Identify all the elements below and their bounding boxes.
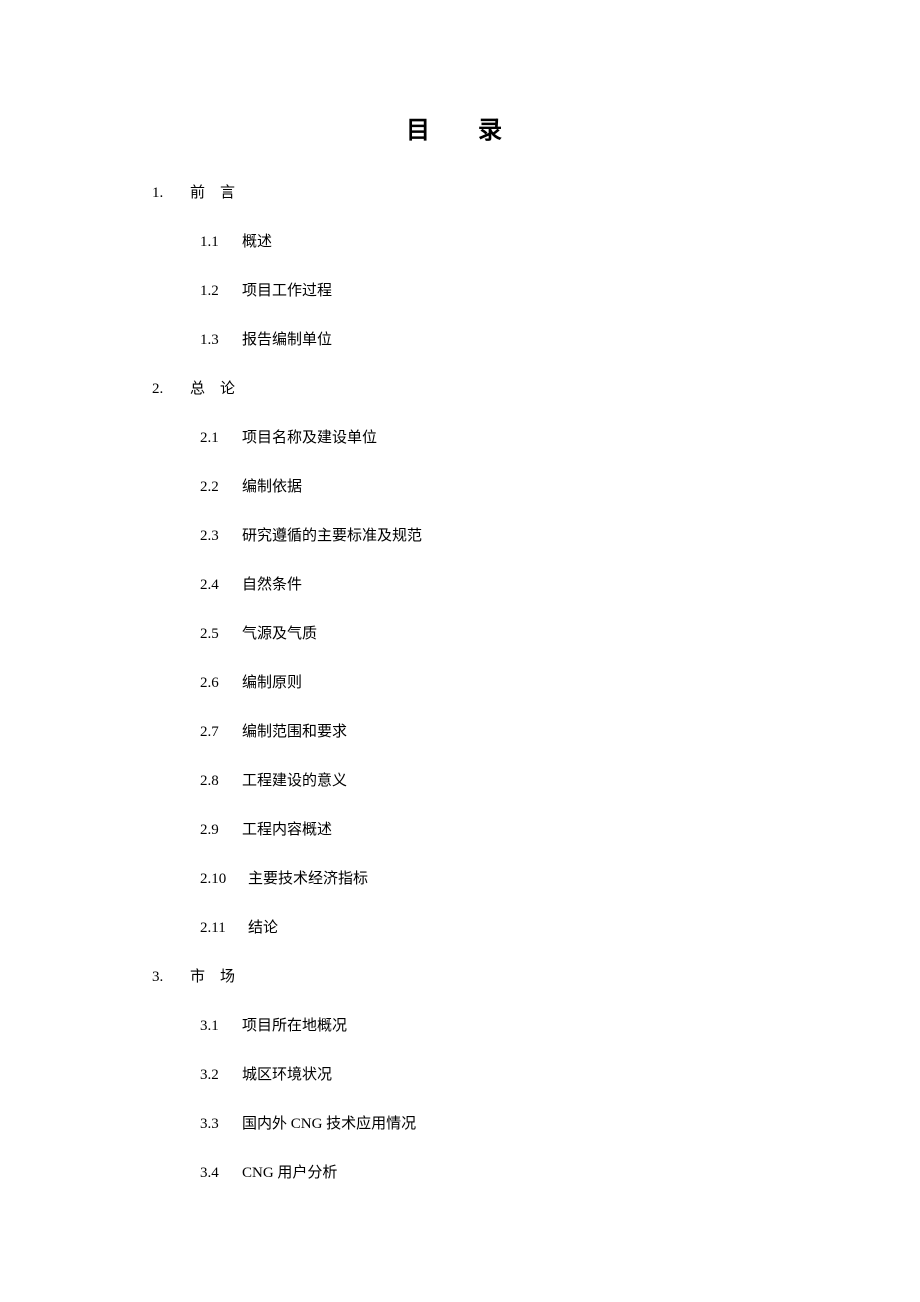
item-label: 编制原则 xyxy=(242,675,302,691)
toc-title: 目 录 xyxy=(152,110,768,145)
toc-item: 2.5气源及气质 xyxy=(152,622,768,643)
item-label: 项目所在地概况 xyxy=(242,1018,347,1034)
item-number: 2.4 xyxy=(200,577,242,594)
toc-section: 3.市 场 xyxy=(152,965,768,986)
toc-item: 3.3国内外 CNG 技术应用情况 xyxy=(152,1112,768,1133)
toc-item: 1.2项目工作过程 xyxy=(152,279,768,300)
item-label: 主要技术经济指标 xyxy=(248,871,368,887)
item-label: 编制范围和要求 xyxy=(242,724,347,740)
item-number: 2.3 xyxy=(200,528,242,545)
toc-item: 2.1项目名称及建设单位 xyxy=(152,426,768,447)
toc-item: 2.3研究遵循的主要标准及规范 xyxy=(152,524,768,545)
item-label: 工程建设的意义 xyxy=(242,773,347,789)
item-label: CNG 用户分析 xyxy=(242,1165,337,1181)
item-label: 研究遵循的主要标准及规范 xyxy=(242,528,422,544)
toc-item: 3.1项目所在地概况 xyxy=(152,1014,768,1035)
item-label: 国内外 CNG 技术应用情况 xyxy=(242,1116,416,1132)
item-label: 气源及气质 xyxy=(242,626,317,642)
item-number: 3.4 xyxy=(200,1165,242,1182)
item-label: 工程内容概述 xyxy=(242,822,332,838)
section-number: 1. xyxy=(152,185,190,202)
item-number: 2.5 xyxy=(200,626,242,643)
toc-item: 2.2编制依据 xyxy=(152,475,768,496)
item-number: 1.3 xyxy=(200,332,242,349)
item-number: 1.2 xyxy=(200,283,242,300)
item-number: 2.9 xyxy=(200,822,242,839)
toc-item: 3.4CNG 用户分析 xyxy=(152,1161,768,1182)
section-number: 2. xyxy=(152,381,190,398)
item-label: 项目工作过程 xyxy=(242,283,332,299)
item-number: 2.11 xyxy=(200,920,248,937)
toc-section: 2.总 论 xyxy=(152,377,768,398)
item-number: 3.2 xyxy=(200,1067,242,1084)
toc-item: 1.3报告编制单位 xyxy=(152,328,768,349)
item-label: 自然条件 xyxy=(242,577,302,593)
section-label: 市 场 xyxy=(190,969,235,985)
toc-section: 1.前 言 xyxy=(152,181,768,202)
item-label: 报告编制单位 xyxy=(242,332,332,348)
toc-item: 2.11结论 xyxy=(152,916,768,937)
toc-item: 1.1概述 xyxy=(152,230,768,251)
toc-item: 2.9工程内容概述 xyxy=(152,818,768,839)
item-number: 1.1 xyxy=(200,234,242,251)
section-label: 前 言 xyxy=(190,185,235,201)
item-label: 编制依据 xyxy=(242,479,302,495)
item-label: 项目名称及建设单位 xyxy=(242,430,377,446)
item-number: 2.2 xyxy=(200,479,242,496)
item-number: 2.1 xyxy=(200,430,242,447)
section-label: 总 论 xyxy=(190,381,235,397)
toc-item: 3.2城区环境状况 xyxy=(152,1063,768,1084)
item-label: 结论 xyxy=(248,920,278,936)
toc-item: 2.7编制范围和要求 xyxy=(152,720,768,741)
toc-item: 2.8工程建设的意义 xyxy=(152,769,768,790)
item-number: 2.6 xyxy=(200,675,242,692)
toc-container: 1.前 言 1.1概述 1.2项目工作过程 1.3报告编制单位 2.总 论 2.1项目名称… xyxy=(152,181,768,1182)
item-label: 城区环境状况 xyxy=(242,1067,332,1083)
item-number: 3.1 xyxy=(200,1018,242,1035)
toc-item: 2.4自然条件 xyxy=(152,573,768,594)
item-number: 2.8 xyxy=(200,773,242,790)
item-number: 2.7 xyxy=(200,724,242,741)
toc-item: 2.10主要技术经济指标 xyxy=(152,867,768,888)
section-number: 3. xyxy=(152,969,190,986)
toc-item: 2.6编制原则 xyxy=(152,671,768,692)
item-number: 2.10 xyxy=(200,871,248,888)
item-label: 概述 xyxy=(242,234,272,250)
item-number: 3.3 xyxy=(200,1116,242,1133)
